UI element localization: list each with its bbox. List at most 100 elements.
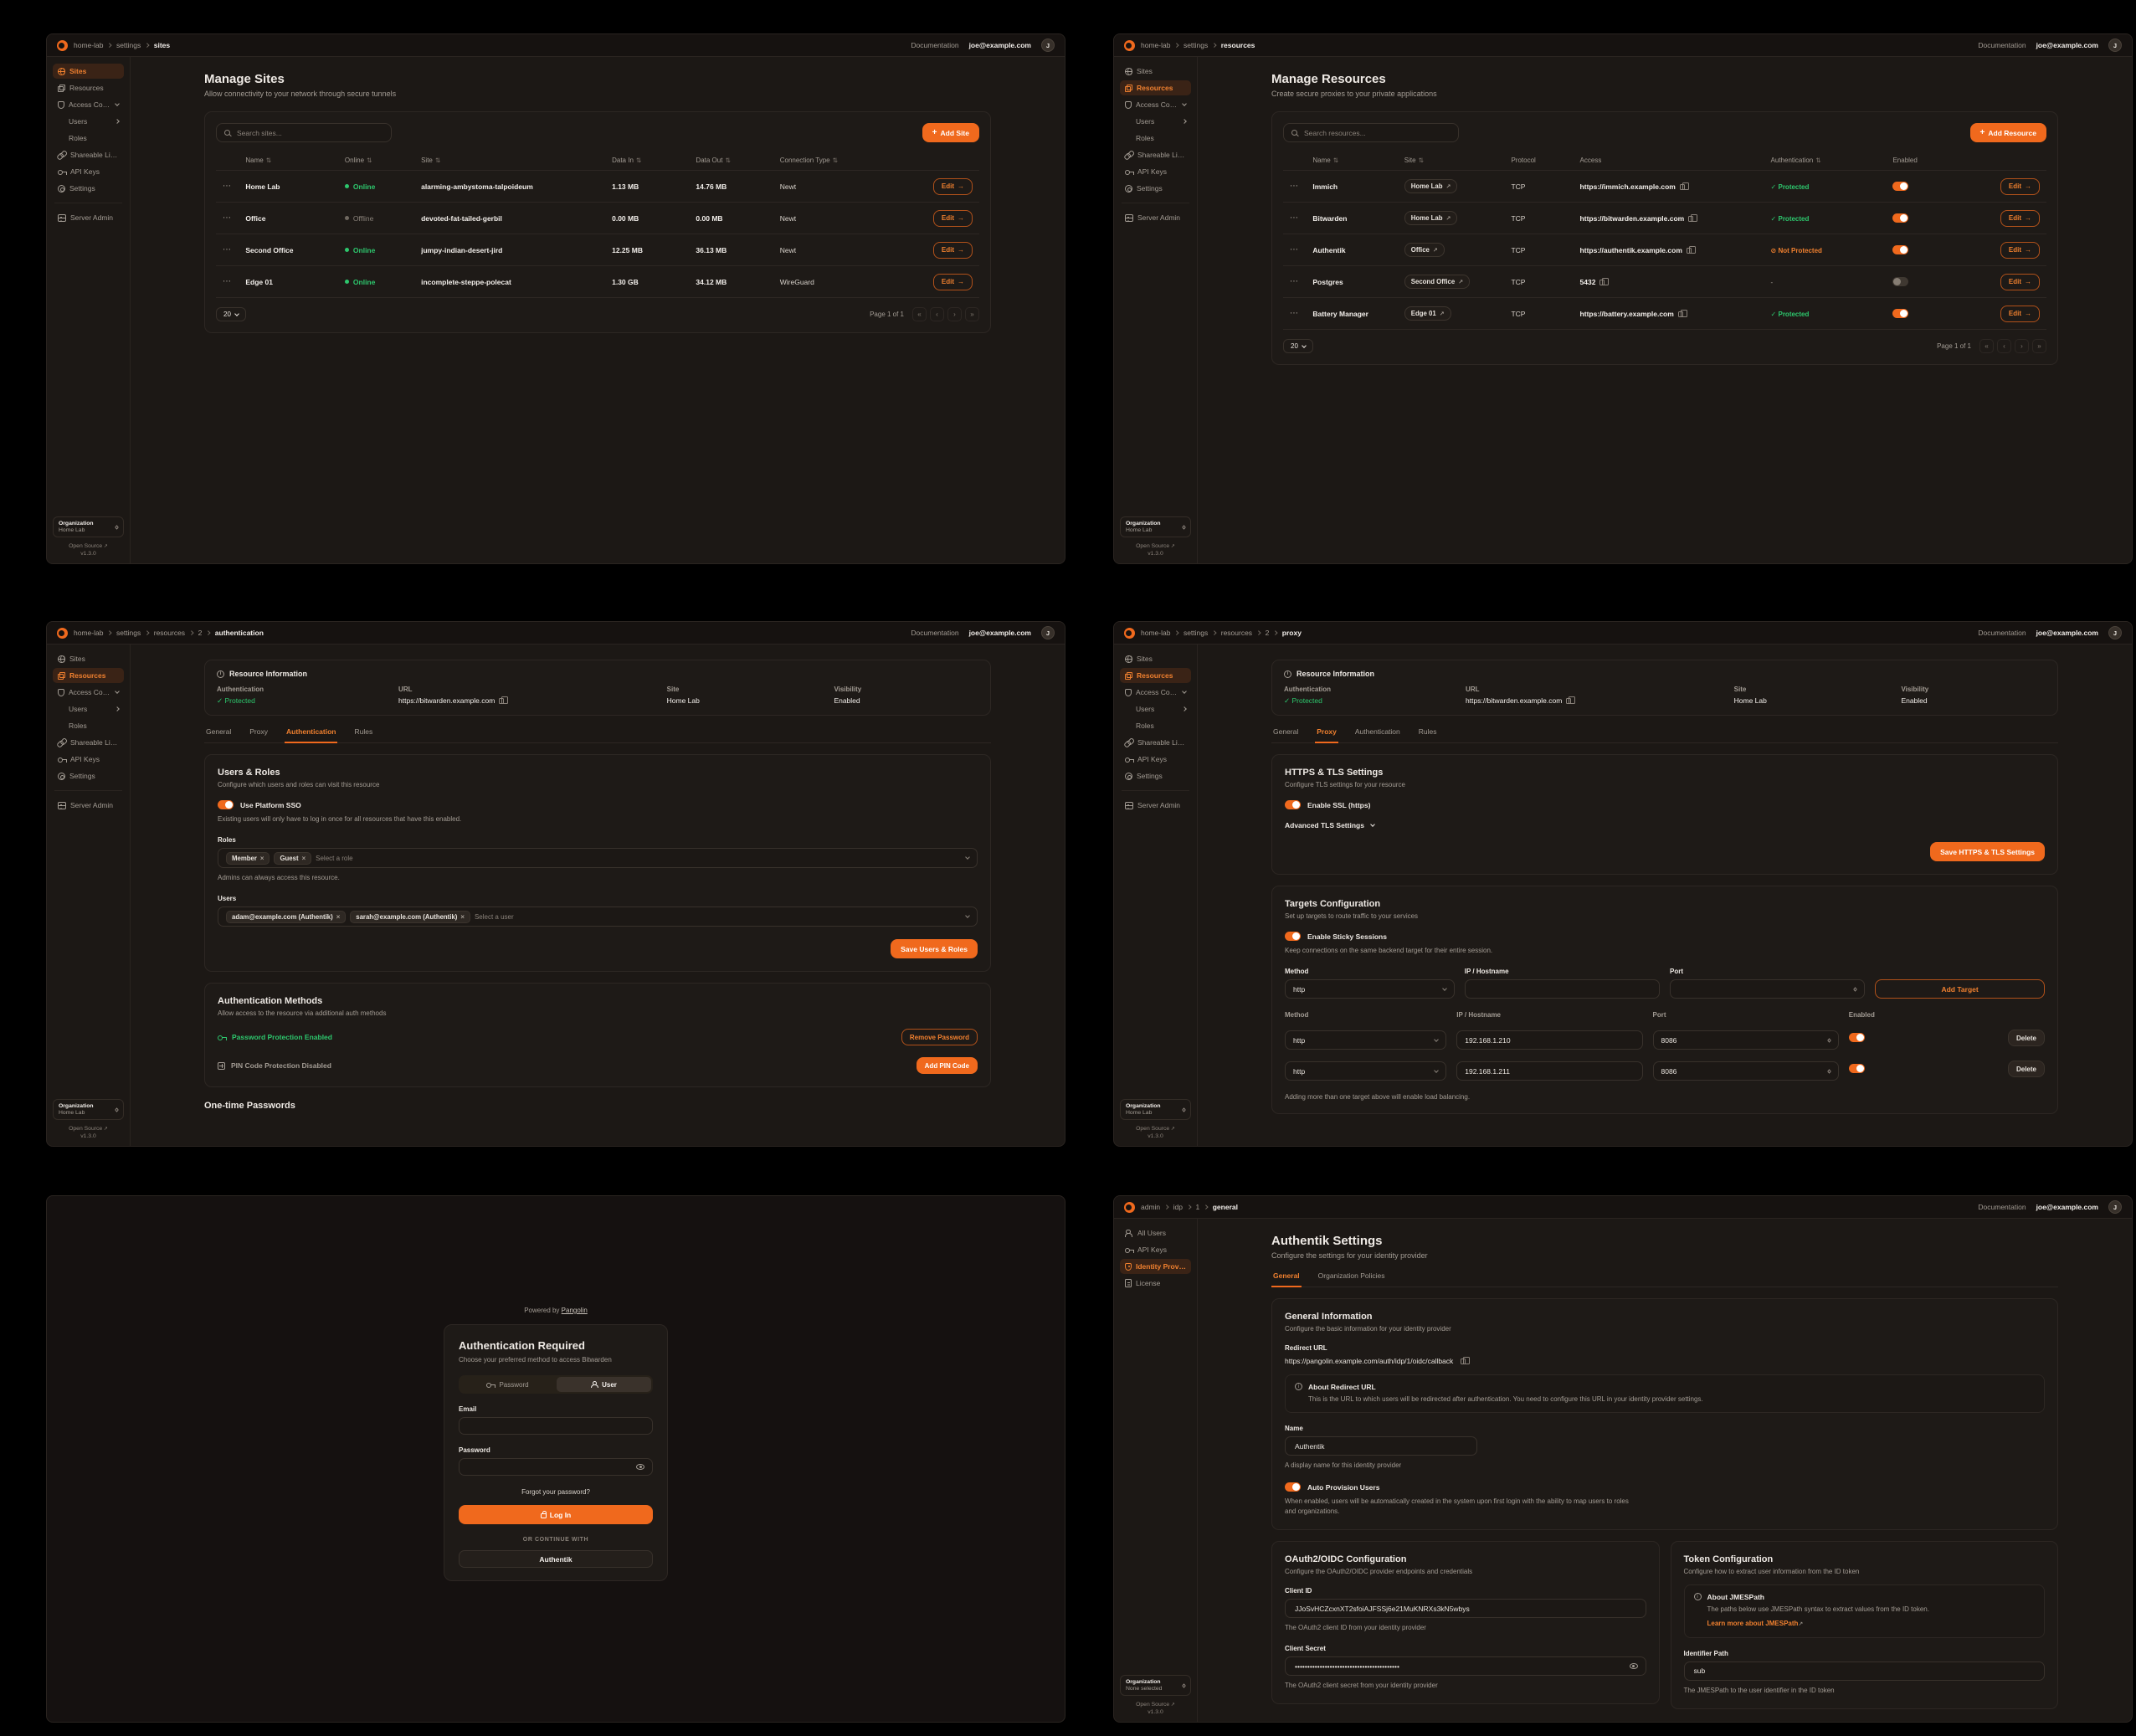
stepper-icon[interactable] [1827, 1068, 1831, 1074]
email-field[interactable] [459, 1417, 653, 1435]
last-page-button[interactable] [965, 307, 979, 321]
sidebar-item-server-admin[interactable]: Server Admin [53, 798, 124, 813]
sort-icon[interactable] [1331, 157, 1338, 164]
sidebar-item-settings[interactable]: Settings [1120, 768, 1191, 783]
sort-icon[interactable] [264, 157, 271, 164]
sidebar-item-users[interactable]: Users [64, 701, 124, 716]
user-avatar[interactable]: J [1041, 39, 1055, 52]
user-avatar[interactable]: J [1041, 626, 1055, 639]
save-https-tls-button[interactable]: Save HTTPS & TLS Settings [1930, 842, 2045, 861]
row-menu-icon[interactable] [1290, 277, 1299, 285]
breadcrumb-item[interactable]: home-lab [74, 41, 104, 49]
password-input[interactable] [467, 1461, 636, 1472]
name-field[interactable] [1285, 1436, 1477, 1456]
user-email[interactable]: joe@example.com [968, 41, 1031, 49]
tab-password-method[interactable]: Password [460, 1377, 555, 1392]
edit-button[interactable]: Edit [2000, 241, 2040, 259]
platform-sso-toggle[interactable] [218, 800, 234, 809]
breadcrumb-item[interactable]: settings [116, 629, 141, 637]
site-link-chip[interactable]: Home Lab [1404, 179, 1458, 193]
documentation-link[interactable]: Documentation [1978, 1203, 2026, 1211]
page-size-select[interactable]: 20 [216, 307, 246, 321]
remove-password-button[interactable]: Remove Password [901, 1029, 978, 1045]
user-email[interactable]: joe@example.com [2036, 629, 2098, 637]
eye-icon[interactable] [636, 1464, 644, 1470]
open-source-link[interactable]: Open Source [1136, 543, 1175, 549]
sidebar-item-users[interactable]: Users [1131, 701, 1191, 716]
forgot-password-link[interactable]: Forgot your password? [521, 1488, 590, 1496]
sidebar-item-server-admin[interactable]: Server Admin [1120, 798, 1191, 813]
copy-icon[interactable] [1677, 309, 1687, 317]
host-input-field[interactable] [1472, 984, 1651, 994]
sidebar-item-api-keys[interactable]: API Keys [1120, 1242, 1191, 1257]
open-source-link[interactable]: Open Source [69, 1126, 108, 1132]
port-input[interactable]: 8086 [1652, 1030, 1839, 1050]
user-email[interactable]: joe@example.com [2036, 1203, 2098, 1211]
sort-icon[interactable] [1416, 157, 1424, 164]
copy-icon[interactable] [1686, 245, 1696, 254]
documentation-link[interactable]: Documentation [1978, 629, 2026, 637]
tab-general[interactable]: General [1273, 727, 1299, 736]
column-header[interactable]: Connection Type [773, 151, 903, 170]
sidebar-item-identity-providers[interactable]: Identity Providers [1120, 1259, 1191, 1274]
documentation-link[interactable]: Documentation [1978, 41, 2026, 49]
sidebar-item-roles[interactable]: Roles [64, 718, 124, 733]
user-email[interactable]: joe@example.com [2036, 41, 2098, 49]
sidebar-item-shareable-links[interactable]: Shareable Links [1120, 735, 1191, 750]
column-header[interactable]: Authentication [1764, 151, 1887, 170]
save-users-roles-button[interactable]: Save Users & Roles [891, 939, 978, 958]
open-source-link[interactable]: Open Source [69, 543, 108, 549]
sidebar-item-server-admin[interactable]: Server Admin [53, 210, 124, 225]
sidebar-item-sites[interactable]: Sites [1120, 651, 1191, 666]
sticky-sessions-toggle[interactable] [1285, 932, 1301, 941]
method-select[interactable]: http [1285, 1061, 1447, 1081]
sidebar-item-access-control[interactable]: Access Control [53, 97, 124, 112]
sidebar-item-roles[interactable]: Roles [64, 131, 124, 146]
breadcrumb-item[interactable]: home-lab [1141, 41, 1171, 49]
row-menu-icon[interactable] [1290, 182, 1299, 190]
page-size-select[interactable]: 20 [1283, 339, 1313, 353]
previous-page-button[interactable] [930, 307, 944, 321]
row-menu-icon[interactable] [223, 277, 232, 285]
sidebar-item-users[interactable]: Users [1131, 114, 1191, 129]
sidebar-item-access-control[interactable]: Access Control [1120, 97, 1191, 112]
sort-icon[interactable] [830, 157, 838, 164]
pangolin-link[interactable]: Pangolin [561, 1307, 588, 1314]
target-enabled-toggle[interactable] [1848, 1064, 1865, 1074]
user-avatar[interactable]: J [2108, 1200, 2122, 1214]
sidebar-item-all-users[interactable]: All Users [1120, 1225, 1191, 1240]
next-page-button[interactable] [2015, 339, 2029, 353]
tab-authentication[interactable]: Authentication [1354, 727, 1400, 736]
breadcrumb-item[interactable]: admin [1141, 1203, 1161, 1211]
breadcrumb-item[interactable]: home-lab [1141, 629, 1171, 637]
port-input[interactable] [1669, 979, 1866, 999]
identifier-path-field[interactable] [1683, 1661, 2045, 1681]
enabled-toggle[interactable] [1892, 309, 1909, 319]
sidebar-item-resources[interactable]: Resources [1120, 80, 1191, 95]
remove-icon[interactable] [302, 855, 306, 862]
password-field[interactable] [459, 1458, 653, 1476]
stepper-icon[interactable] [1827, 1037, 1831, 1043]
identifier-path-input[interactable] [1692, 1666, 2036, 1677]
sort-icon[interactable] [1813, 157, 1820, 164]
port-input[interactable]: 8086 [1652, 1061, 1839, 1081]
last-page-button[interactable] [2032, 339, 2046, 353]
host-input[interactable]: 192.168.1.211 [1456, 1061, 1643, 1081]
jmespath-learn-more-link[interactable]: Learn more about JMESPath [1707, 1619, 1799, 1627]
documentation-link[interactable]: Documentation [911, 629, 959, 637]
copy-icon[interactable] [1688, 213, 1698, 222]
sidebar-item-resources[interactable]: Resources [53, 80, 124, 95]
sidebar-item-license[interactable]: License [1120, 1276, 1191, 1291]
row-menu-icon[interactable] [223, 213, 232, 222]
copy-icon[interactable] [1566, 696, 1576, 704]
row-menu-icon[interactable] [223, 182, 232, 190]
row-menu-icon[interactable] [1290, 213, 1299, 222]
breadcrumb-item[interactable]: resources [153, 629, 186, 637]
column-header[interactable]: Site [1398, 151, 1505, 170]
tab-organization-policies[interactable]: Organization Policies [1317, 1271, 1385, 1280]
site-link-chip[interactable]: Edge 01 [1404, 306, 1451, 321]
remove-icon[interactable] [260, 855, 264, 862]
tab-rules[interactable]: Rules [1418, 727, 1437, 736]
sidebar-item-resources[interactable]: Resources [53, 668, 124, 683]
breadcrumb-item[interactable]: settings [116, 41, 141, 49]
